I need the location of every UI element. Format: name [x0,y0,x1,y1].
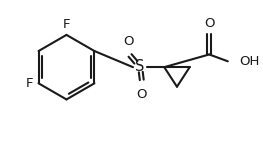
Text: F: F [26,77,34,90]
Text: OH: OH [240,55,260,68]
Text: O: O [123,35,133,48]
Text: O: O [204,17,215,30]
Text: O: O [136,88,147,101]
Text: F: F [63,18,70,31]
Text: S: S [135,59,144,74]
